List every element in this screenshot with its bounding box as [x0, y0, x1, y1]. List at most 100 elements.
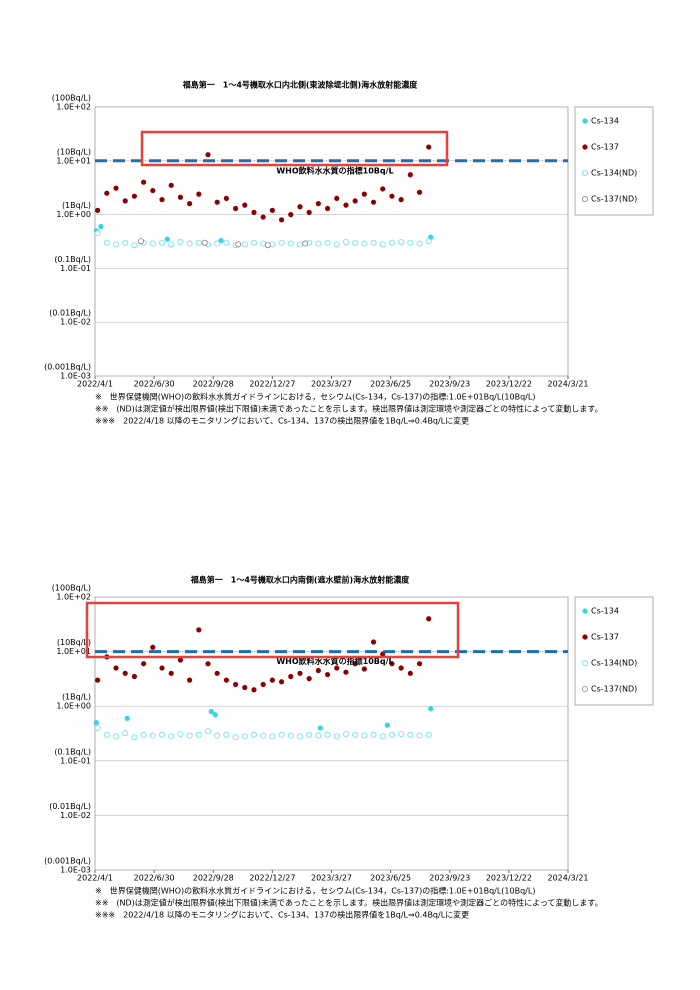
data-point — [214, 240, 221, 247]
data-point — [297, 670, 303, 676]
data-point — [306, 731, 313, 738]
data-point — [150, 187, 156, 194]
y-tick-label: 1.0E+01 — [56, 647, 91, 656]
data-point — [251, 209, 257, 215]
data-point — [241, 733, 248, 740]
y-tick-label: 1.0E+02 — [56, 593, 91, 602]
data-point — [205, 661, 211, 667]
data-point — [288, 212, 294, 218]
data-point — [333, 733, 340, 740]
data-point — [94, 724, 101, 731]
data-point — [361, 240, 368, 247]
data-point — [214, 732, 221, 739]
data-point — [131, 673, 138, 680]
data-point — [370, 199, 377, 205]
data-point — [250, 239, 257, 246]
x-tick-label: 2023/9/23 — [429, 874, 470, 883]
y-tick-label: 1.0E-01 — [60, 756, 91, 765]
x-tick-label: 2023/12/22 — [486, 874, 532, 883]
x-tick-label: 2023/9/23 — [429, 380, 470, 389]
data-point — [187, 201, 193, 207]
x-tick-label: 2022/12/27 — [249, 874, 295, 883]
x-tick-label: 2022/9/28 — [193, 380, 234, 389]
x-tick-label: 2023/12/22 — [486, 380, 532, 389]
data-point — [250, 731, 257, 738]
x-tick-label: 2024/3/21 — [547, 874, 588, 883]
data-point — [416, 732, 423, 739]
data-point — [278, 217, 285, 223]
data-point — [296, 241, 303, 248]
y-tick-label: 1.0E-03 — [60, 372, 91, 381]
legend-marker — [582, 608, 588, 614]
data-point — [113, 665, 119, 671]
plot-area — [94, 596, 569, 871]
x-tick-label: 2022/6/30 — [134, 380, 175, 389]
data-point — [93, 720, 99, 726]
y-tick-label: 1.0E+01 — [56, 156, 91, 165]
data-point — [177, 194, 184, 200]
data-point — [104, 190, 110, 196]
y-tick-label: 1.0E-01 — [60, 264, 91, 273]
legend-label: Cs-137(ND) — [591, 195, 637, 204]
reference-label: WHO飲料水水質の指標10Bq/L — [276, 656, 393, 666]
data-point — [343, 669, 349, 675]
data-point — [426, 144, 432, 150]
data-point — [269, 733, 276, 740]
y-tick-sublabel: (10Bq/L) — [57, 147, 91, 156]
data-point — [212, 712, 218, 718]
legend-label: Cs-134(ND) — [591, 169, 637, 178]
x-tick-label: 2023/6/25 — [370, 380, 411, 389]
legend-marker — [582, 660, 589, 667]
x-tick-label: 2024/3/21 — [547, 380, 588, 389]
data-point — [315, 732, 322, 739]
data-point — [278, 731, 285, 738]
data-point — [251, 687, 257, 693]
chart-title: 福島第一 1～4号機取水口内南側(遮水壁前)海水放射能濃度 — [190, 575, 410, 585]
x-tick-label: 2023/3/27 — [311, 380, 352, 389]
data-point — [103, 731, 110, 738]
footnote: ※※ (ND)は測定値が検出限界値(検出下限値)未満であったことを示します。検出… — [95, 404, 603, 414]
data-point — [334, 665, 340, 671]
data-point — [195, 731, 202, 738]
data-point — [416, 240, 423, 247]
data-point — [260, 214, 266, 220]
data-point — [168, 733, 175, 740]
data-point — [302, 240, 309, 247]
data-point — [315, 201, 321, 207]
data-point — [168, 182, 174, 188]
footnote: ※※※ 2022/4/18 以降のモニタリングにおいて、Cs-134、137の検… — [95, 910, 469, 920]
y-tick-label: 1.0E-02 — [60, 318, 91, 327]
x-tick-label: 2022/9/28 — [193, 874, 234, 883]
legend-label: Cs-134(ND) — [591, 659, 637, 668]
data-point — [352, 239, 359, 246]
data-point — [124, 715, 130, 721]
footnote: ※※※ 2022/4/18 以降のモニタリングにおいて、Cs-134、137の検… — [95, 416, 469, 426]
x-tick-label: 2022/4/1 — [77, 380, 113, 389]
data-point — [389, 193, 395, 199]
data-point — [122, 670, 128, 676]
data-point — [407, 239, 414, 246]
legend-marker — [582, 118, 588, 124]
y-tick-sublabel: (0.01Bq/L) — [49, 309, 91, 318]
x-tick-label: 2022/12/27 — [249, 380, 295, 389]
y-tick-label: 1.0E+02 — [56, 103, 91, 112]
data-point — [241, 241, 248, 248]
data-point — [122, 198, 128, 204]
data-point — [187, 677, 193, 683]
data-point — [242, 202, 248, 208]
data-point — [159, 197, 165, 203]
data-point — [324, 205, 331, 212]
data-point — [95, 207, 101, 213]
x-tick-label: 2023/3/27 — [311, 874, 352, 883]
data-point — [260, 732, 267, 739]
data-point — [315, 240, 322, 247]
data-point — [232, 734, 239, 741]
data-point — [149, 240, 156, 247]
legend-marker — [582, 195, 589, 202]
y-tick-sublabel: (0.1Bq/L) — [54, 747, 91, 756]
y-tick-label: 1.0E-02 — [60, 811, 91, 820]
data-point — [103, 239, 110, 246]
y-tick-sublabel: (0.1Bq/L) — [54, 255, 91, 264]
data-point — [428, 706, 434, 712]
